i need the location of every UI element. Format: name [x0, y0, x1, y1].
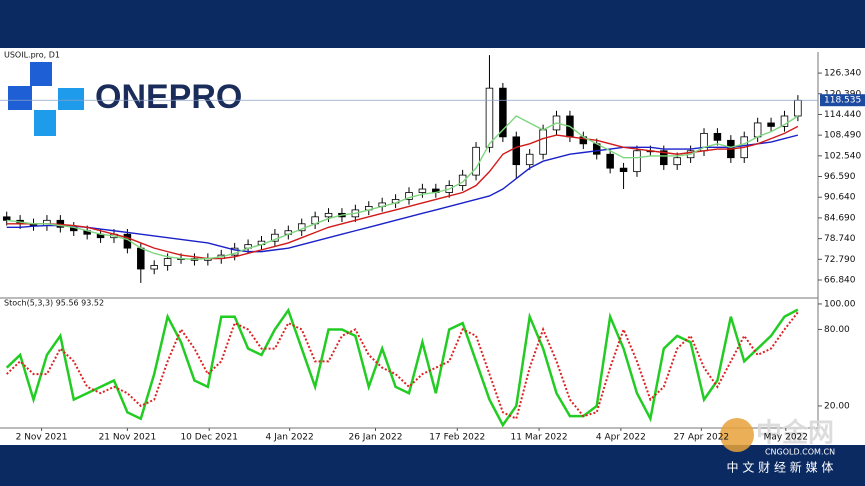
candle-body — [499, 87, 507, 138]
candle-body — [753, 122, 762, 138]
candle-body — [2, 216, 11, 221]
y-tick-label: 84.690 — [824, 213, 856, 223]
y-tick-label: 100.00 — [824, 299, 856, 309]
y-tick-label: 102.540 — [824, 151, 861, 161]
x-tick-label: 10 Dec 2021 — [180, 433, 238, 443]
indicator-line — [6, 134, 799, 253]
indicator-label: Stoch(5,3,3) 95.56 93.52 — [4, 299, 104, 308]
candle-body — [512, 136, 521, 166]
x-tick-label: 2 Nov 2021 — [16, 433, 68, 443]
candle-body — [324, 212, 333, 218]
candle-body — [485, 87, 494, 148]
x-tick-label: 26 Jan 2022 — [348, 433, 402, 443]
y-tick-label: 78.740 — [824, 234, 856, 244]
candle-body — [150, 265, 158, 270]
indicator-line — [5, 307, 799, 428]
candle-body — [539, 129, 547, 155]
candle-body — [525, 153, 534, 166]
y-tick-label: 20.00 — [824, 401, 850, 411]
x-tick-label: 27 Apr 2022 — [674, 433, 730, 443]
candle-body — [458, 174, 467, 186]
logo-mark — [8, 62, 84, 136]
x-tick-label: 4 Jan 2022 — [266, 433, 314, 443]
candle-body — [619, 167, 628, 173]
indicator-line — [6, 125, 799, 260]
candle-body — [405, 192, 413, 200]
last-price-box — [820, 94, 865, 107]
candle-body — [767, 122, 775, 127]
y-tick-label: 96.590 — [824, 172, 856, 182]
x-tick-label: May 2022 — [764, 433, 808, 443]
candle-body — [660, 150, 668, 166]
y-tick-label: 126.340 — [824, 69, 861, 79]
y-tick-label: 72.790 — [824, 255, 856, 265]
candle-body — [137, 247, 145, 270]
indicator-line — [6, 115, 799, 260]
watermark-name: 中金网 — [756, 418, 834, 449]
x-tick-label: 11 Mar 2022 — [511, 433, 568, 443]
symbol-label: USOIL.pro, D1 — [4, 51, 60, 60]
last-price-label: 118.535 — [824, 96, 861, 106]
candle-body — [606, 153, 614, 169]
y-tick-label: 80.00 — [824, 325, 850, 335]
candle-body — [633, 150, 641, 173]
x-tick-label: 21 Nov 2021 — [99, 433, 157, 443]
candle-body — [673, 157, 681, 166]
y-tick-label: 66.840 — [824, 275, 856, 285]
candle-body — [794, 99, 802, 117]
indicator-line — [6, 311, 799, 421]
y-tick-label: 90.640 — [824, 193, 856, 203]
x-tick-label: 17 Feb 2022 — [429, 433, 485, 443]
watermark-tagline: 中 文 财 经 新 媒 体 — [727, 460, 834, 475]
x-tick-label: 4 Apr 2022 — [596, 433, 646, 443]
logo-text: ONEPRO — [95, 78, 242, 116]
watermark-url: CNGOLD.COM.CN — [765, 448, 835, 457]
candle-body — [713, 132, 722, 141]
y-tick-label: 114.440 — [824, 110, 861, 120]
candle-body — [163, 258, 172, 266]
watermark-icon — [720, 418, 754, 452]
candle-body — [780, 115, 789, 127]
candle-body — [418, 188, 427, 193]
y-tick-label: 108.490 — [824, 131, 861, 141]
